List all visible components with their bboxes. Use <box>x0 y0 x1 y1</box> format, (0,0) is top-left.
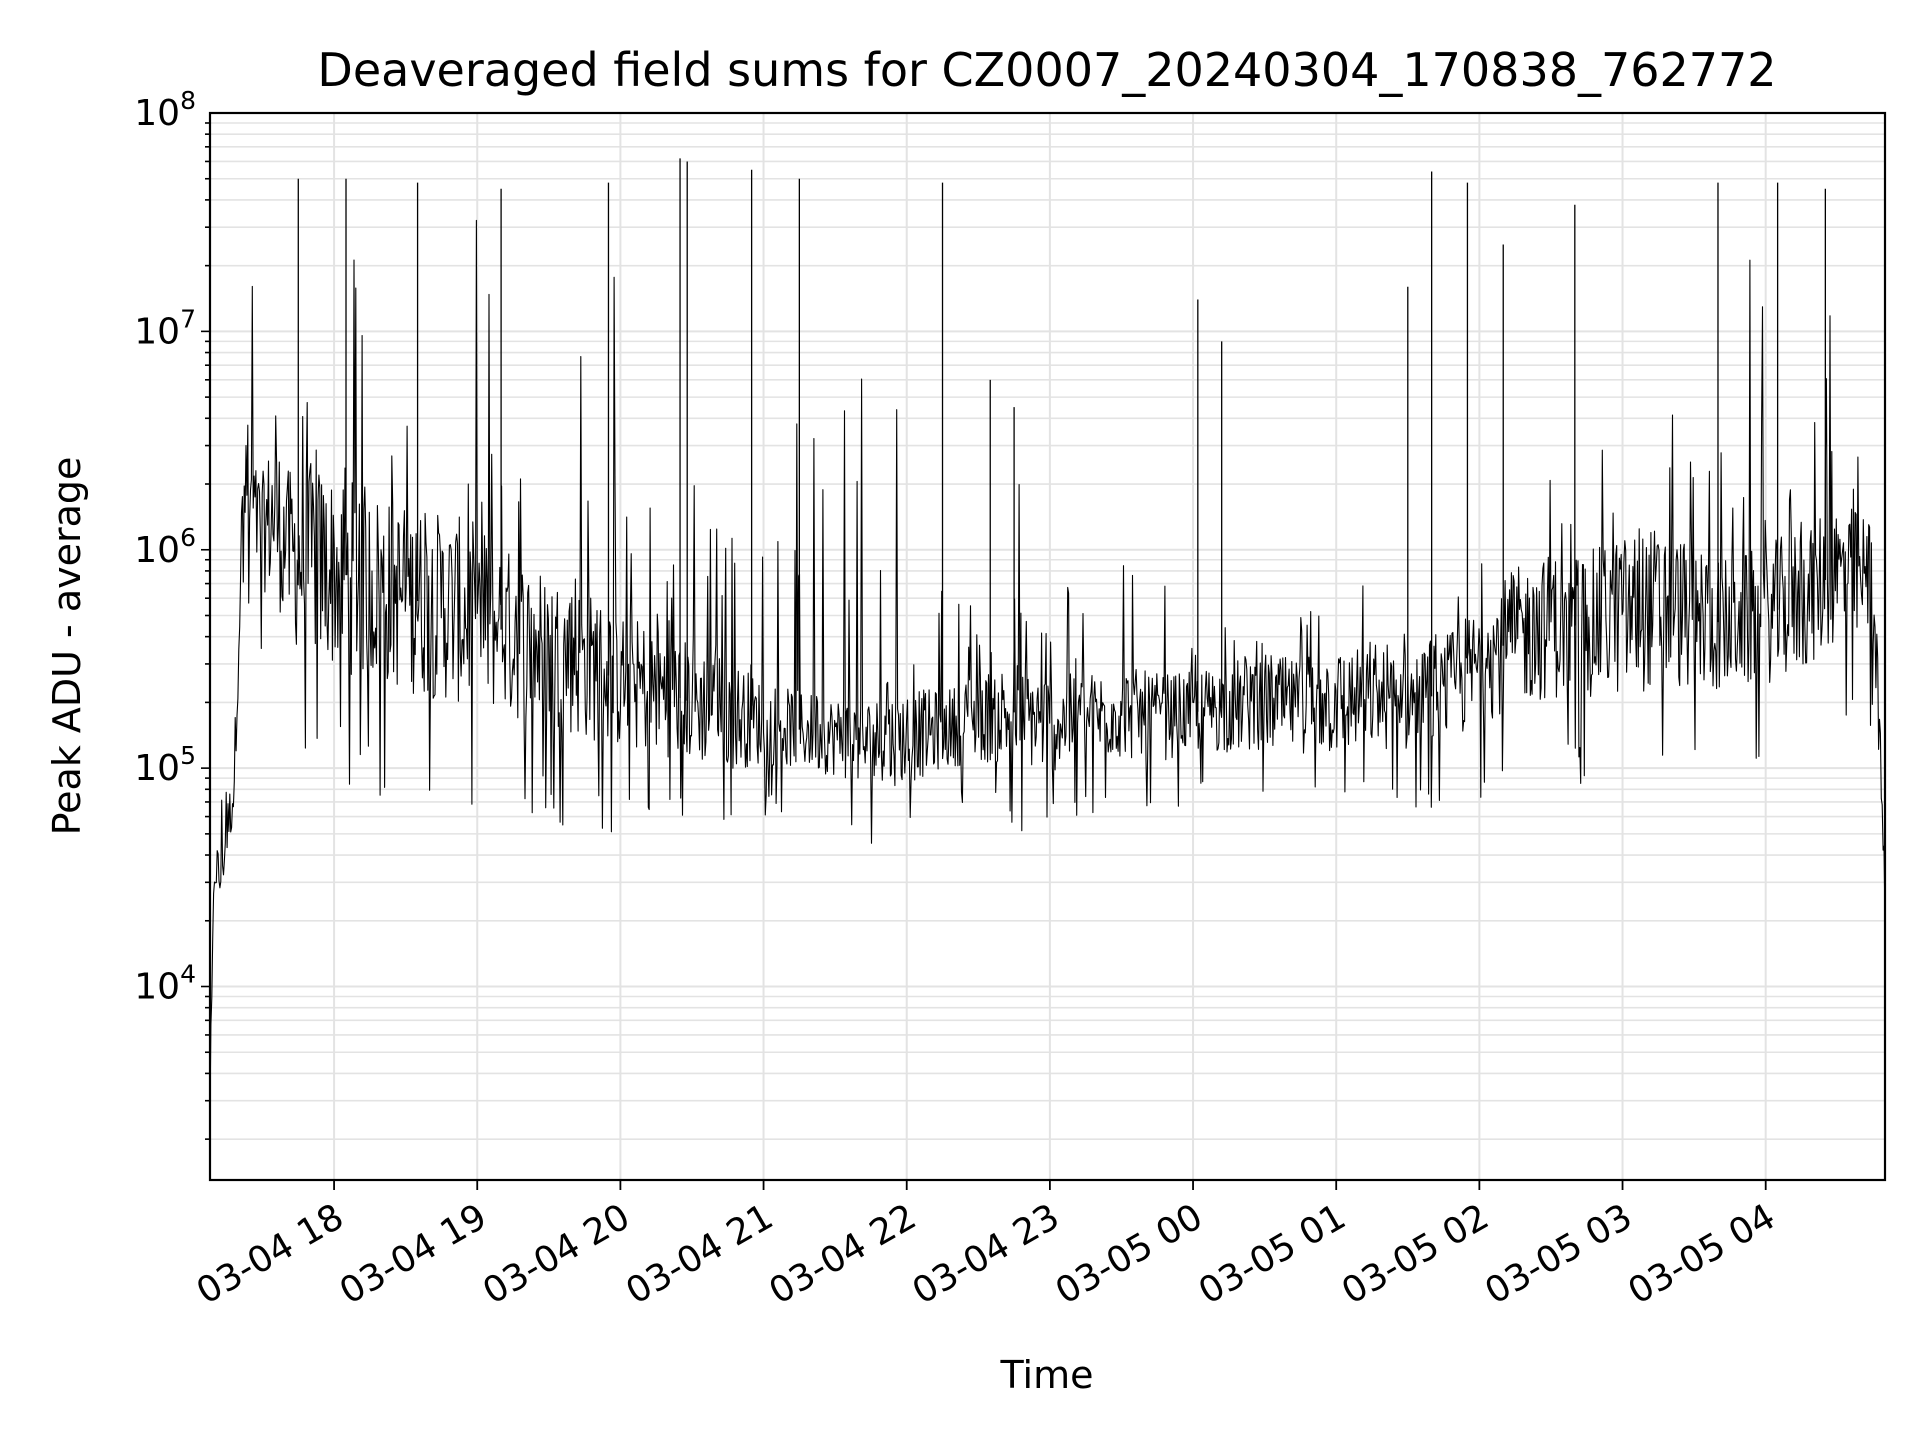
y-tick-label: 107 <box>134 304 196 352</box>
x-axis-label: Time <box>1000 1353 1094 1397</box>
plot-area <box>209 158 1886 1113</box>
y-axis-label: Peak ADU - average <box>45 457 89 836</box>
chart-title: Deaveraged field sums for CZ0007_2024030… <box>317 43 1776 97</box>
y-tick-label: 106 <box>134 523 196 571</box>
y-tick-label: 108 <box>134 86 196 134</box>
y-tick-label: 105 <box>134 741 196 789</box>
series-line <box>209 219 1886 1113</box>
grid-lines <box>210 113 1885 1180</box>
axes-frame <box>208 111 1887 1182</box>
y-axis-ticks: 104 105 106 107 108 <box>134 86 210 1140</box>
y-tick-label: 104 <box>134 960 196 1008</box>
